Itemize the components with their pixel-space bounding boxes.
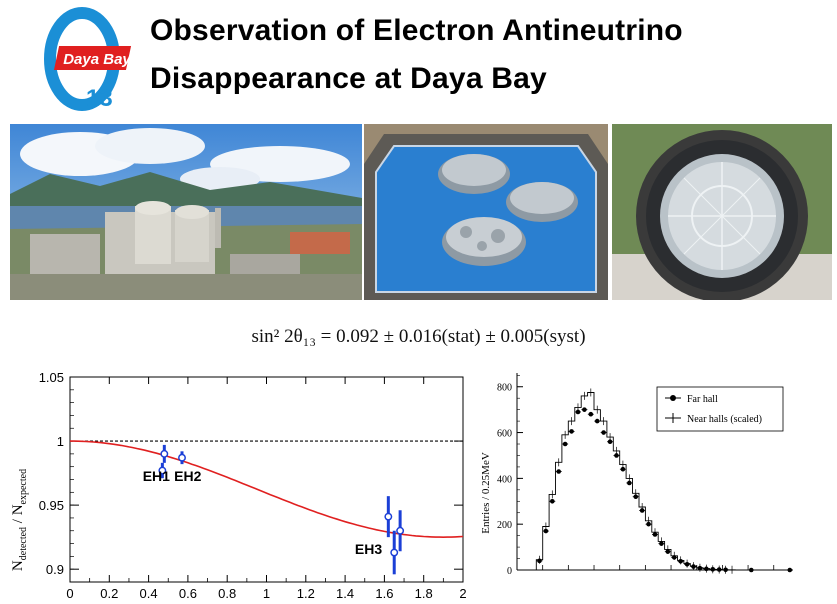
y-tick-label: 0.95 — [39, 498, 64, 513]
daya-bay-logo: Daya Bay 13 — [44, 7, 132, 112]
legend-far-hall-label: Far hall — [687, 394, 718, 405]
near-halls-histogram — [517, 392, 793, 571]
legend-near-halls-label: Near halls (scaled) — [687, 414, 762, 425]
formula-lhs: sin² 2θ₁₃ = — [251, 326, 337, 347]
x-tick-label: 0.8 — [218, 586, 236, 601]
far-hall-point — [671, 555, 677, 560]
x-tick-label: 1 — [263, 586, 270, 601]
far-hall-point — [678, 558, 683, 564]
far-hall-point — [787, 567, 793, 573]
ratio-chart-axes — [69, 376, 464, 583]
far-hall-point — [723, 567, 728, 573]
ratio-chart-ylabel: Ndetected / Nexpected — [10, 469, 29, 571]
data-point — [396, 526, 405, 535]
far-hall-point — [594, 418, 600, 424]
far-hall-point — [652, 532, 658, 537]
far-hall-point — [537, 558, 542, 564]
y-tick-label: 400 — [497, 474, 512, 485]
far-hall-point — [588, 411, 594, 417]
x-tick-label: 2 — [459, 586, 466, 601]
far-hall-point — [691, 564, 696, 569]
antineutrino-detector-photo — [612, 124, 832, 300]
x-tick-label: 1.4 — [336, 586, 354, 601]
y-tick-label: 1 — [57, 434, 64, 449]
y-tick-label: 0 — [507, 566, 512, 577]
logo-text: Daya Bay — [63, 51, 131, 68]
legend-box — [656, 386, 784, 432]
y-tick-label: 200 — [497, 520, 512, 531]
far-hall-point — [550, 498, 555, 504]
ratio-chart-ticks: 0 0.2 0.4 0.6 0.8 1 1.2 1.4 1.6 1.8 2 0.9 0.95 1 1.05 — [39, 370, 467, 601]
far-hall-point — [569, 429, 574, 434]
data-point — [178, 453, 186, 462]
x-tick-label: 0 — [66, 586, 73, 601]
nuclear-plant-photo — [10, 124, 362, 300]
x-tick-label: 1.2 — [297, 586, 315, 601]
far-hall-point — [748, 567, 754, 573]
spectrum-chart-ticks: 0 200 400 600 800 — [497, 374, 775, 577]
far-hall-point — [627, 480, 632, 486]
far-hall-point — [582, 407, 587, 412]
far-hall-point — [710, 567, 716, 572]
far-hall-point — [665, 549, 671, 554]
x-tick-label: 1.8 — [415, 586, 433, 601]
y-tick-label: 1.05 — [39, 370, 64, 385]
ratio-chart-annotations: EH1 EH2 EH3 — [143, 468, 383, 557]
x-tick-label: 0.6 — [179, 586, 197, 601]
far-hall-point — [601, 430, 606, 435]
data-point — [390, 548, 399, 557]
spectrum-chart: 0 200 400 600 800 Entries / 0.25MeV Far hall… — [480, 373, 793, 577]
far-hall-point — [562, 441, 568, 447]
hall-label: EH2 — [174, 468, 201, 484]
far-hall-point — [716, 567, 722, 572]
far-hall-point — [646, 521, 651, 527]
data-point — [160, 449, 169, 458]
far-hall-point — [607, 439, 613, 445]
data-point — [158, 466, 167, 475]
x-tick-label: 0.2 — [100, 586, 118, 601]
page-title-line1: Observation of Electron Antineutrino — [150, 14, 683, 47]
logo-number: 13 — [86, 85, 113, 112]
x-tick-label: 0.4 — [140, 586, 158, 601]
ratio-chart-curve — [70, 440, 464, 539]
ratio-chart-points — [158, 444, 405, 575]
x-tick-label: 1.6 — [375, 586, 393, 601]
far-hall-point — [633, 494, 639, 499]
water-pool-photo — [364, 124, 608, 300]
far-hall-point — [556, 469, 562, 474]
ratio-chart-frame — [69, 376, 464, 583]
y-tick-label: 800 — [497, 383, 512, 394]
ratio-chart: 0 0.2 0.4 0.6 0.8 1 1.2 1.4 1.6 1.8 20.90.9511.05 … — [10, 370, 467, 601]
page-title-line2: Disappearance at Daya Bay — [150, 62, 547, 95]
far-hall-point — [614, 453, 619, 458]
far-hall-point — [684, 561, 690, 567]
far-hall-point — [575, 409, 581, 415]
far-hall-point — [543, 528, 549, 534]
far-hall-point — [704, 566, 709, 572]
far-hall-point — [659, 541, 664, 546]
hall-label: EH3 — [355, 541, 382, 557]
y-tick-label: 0.9 — [46, 562, 64, 577]
spectrum-far-hall-series — [536, 407, 793, 573]
far-hall-point — [620, 466, 626, 472]
logo-band — [53, 46, 132, 70]
far-hall-point — [697, 565, 703, 571]
data-point — [384, 512, 393, 521]
spectrum-legend: Far hall Near halls (scaled) — [656, 386, 784, 432]
legend-far-hall-marker — [670, 395, 676, 401]
formula-value: 0.092 ± 0.016(stat) ± 0.005(syst) — [336, 326, 586, 347]
spectrum-chart-ylabel: Entries / 0.25MeV — [480, 452, 492, 534]
hall-label: EH1 — [143, 468, 170, 484]
oscillation-curve — [70, 440, 464, 539]
y-tick-label: 600 — [497, 429, 512, 440]
far-hall-point — [639, 508, 645, 513]
mixing-angle-formula: sin² 2θ₁₃ = 0.092 ± 0.016(stat) ± 0.005(… — [0, 326, 837, 348]
